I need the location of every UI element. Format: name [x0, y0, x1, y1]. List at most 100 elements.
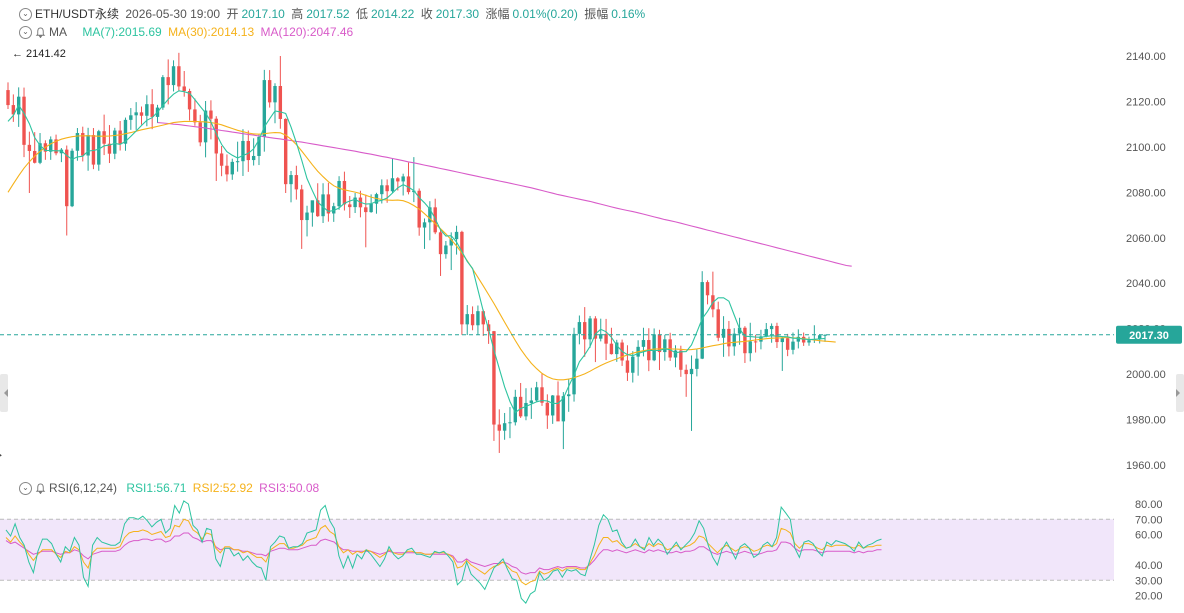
candle — [631, 356, 635, 373]
rsi2-line — [5, 518, 882, 586]
amplitude-label: 振幅 — [584, 7, 609, 21]
candle — [625, 360, 630, 373]
candle — [684, 369, 688, 375]
rsi-tick-label: 70.00 — [1135, 514, 1163, 526]
candle — [652, 334, 656, 361]
candle — [700, 282, 704, 359]
candle — [540, 387, 544, 403]
candle — [11, 105, 16, 115]
candle — [401, 176, 405, 182]
candle — [294, 175, 299, 190]
candle — [481, 311, 485, 325]
candle — [129, 115, 133, 120]
y-tick-label: 2100.00 — [1126, 142, 1166, 154]
rsi3-legend: RSI3:50.08 — [259, 481, 320, 495]
y-tick-label: 2040.00 — [1126, 278, 1166, 290]
candle — [801, 336, 806, 343]
candle — [38, 143, 42, 163]
candle — [70, 150, 74, 207]
candle — [497, 424, 501, 431]
candle — [353, 197, 357, 208]
rsi-legend: ⌄ RSI(6,12,24) RSI1:56.71 RSI2:52.92 RSI3… — [0, 479, 322, 497]
candle — [6, 90, 10, 106]
rsi3-line — [5, 532, 882, 575]
candle — [663, 339, 667, 353]
candle — [273, 85, 277, 103]
bell-icon[interactable] — [35, 27, 46, 39]
candle — [145, 104, 149, 116]
last-price-tag — [1116, 325, 1182, 344]
collapse-icon[interactable]: ⌄ — [19, 26, 32, 40]
candle — [166, 77, 170, 86]
candle — [385, 185, 389, 192]
rsi-tick-label: 30.00 — [1135, 575, 1163, 587]
left-arrow-icon[interactable] — [0, 374, 8, 412]
open-label: 开 — [226, 7, 239, 21]
candle — [65, 149, 69, 207]
right-arrow-icon[interactable] — [1176, 374, 1184, 412]
candle — [588, 318, 592, 340]
high-annotation: ← 2141.42 — [12, 48, 66, 60]
candle — [753, 341, 758, 343]
collapse-icon[interactable]: ⌄ — [19, 482, 32, 496]
ma-label: MA — [49, 25, 67, 39]
candle — [380, 185, 384, 195]
candle — [348, 204, 352, 208]
candle — [22, 96, 26, 145]
candle — [817, 335, 822, 340]
candle — [545, 402, 550, 416]
candle — [300, 189, 304, 221]
candle — [107, 143, 112, 154]
candle — [283, 118, 288, 185]
ma-legend: ⌄ MA MA(7):2015.69 MA(30):2014.13 MA(120)… — [0, 23, 356, 41]
candle — [460, 231, 464, 325]
candle — [796, 336, 801, 342]
candle — [454, 231, 459, 240]
candle — [305, 212, 309, 221]
candle — [775, 325, 779, 343]
y-tick-label: 2120.00 — [1126, 96, 1166, 108]
candle — [390, 178, 395, 192]
candle — [727, 328, 731, 347]
candle — [321, 194, 325, 217]
close-value: 2017.30 — [435, 7, 480, 21]
candle — [86, 135, 90, 156]
candle — [337, 180, 341, 207]
high-value: 2017.52 — [306, 7, 350, 21]
close-label: 收 — [420, 7, 433, 21]
candle — [187, 90, 192, 110]
candle — [251, 155, 256, 161]
change-label: 涨幅 — [485, 7, 510, 21]
y-tick-label: 1980.00 — [1126, 415, 1166, 427]
candle — [75, 133, 80, 151]
candle — [171, 66, 176, 86]
open-value: 2017.10 — [241, 7, 285, 21]
collapse-icon[interactable]: ⌄ — [19, 8, 32, 22]
candle — [332, 206, 336, 214]
candle — [428, 207, 432, 223]
low-value: 2014.22 — [370, 7, 415, 21]
candle — [577, 322, 582, 334]
rsi1-line — [5, 500, 882, 604]
change-value: 0.01%(0.20) — [512, 7, 578, 21]
y-tick-label: 2000.00 — [1126, 369, 1166, 381]
ma120-line — [157, 122, 852, 267]
candle — [513, 396, 517, 423]
bell-icon[interactable] — [35, 483, 46, 495]
candle — [27, 144, 32, 151]
candle — [524, 402, 528, 417]
candle — [764, 329, 768, 337]
rsi-tick-label: 40.00 — [1135, 560, 1163, 572]
y-tick-label: 2140.00 — [1126, 51, 1166, 63]
candle — [235, 161, 240, 163]
candle — [396, 178, 400, 182]
candle — [161, 77, 165, 108]
candle — [310, 200, 315, 213]
candle — [134, 112, 138, 116]
candle — [54, 139, 58, 154]
rsi-tick-label: 20.00 — [1135, 591, 1163, 603]
candle — [534, 387, 539, 401]
candle — [476, 311, 480, 326]
